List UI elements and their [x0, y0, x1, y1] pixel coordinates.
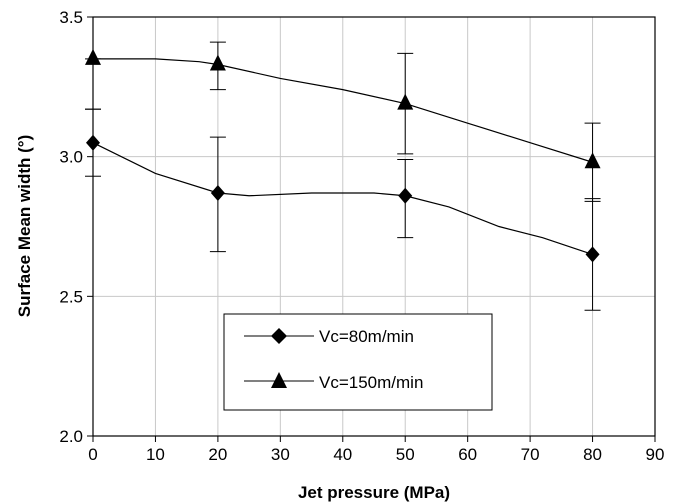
x-axis-title: Jet pressure (MPa) — [298, 483, 450, 502]
x-tick-label: 10 — [146, 445, 165, 464]
data-point-diamond — [86, 134, 100, 151]
series-vc150 — [85, 41, 601, 202]
legend-diamond-marker — [271, 328, 287, 344]
legend-box — [223, 313, 493, 411]
y-tick-label: 3.5 — [59, 8, 83, 27]
y-tick-label: 3.0 — [59, 148, 83, 167]
data-point-triangle — [584, 152, 601, 169]
y-tick-label: 2.5 — [59, 287, 83, 306]
data-point-triangle — [397, 93, 414, 110]
legend: Vc=80m/min Vc=150m/min — [223, 313, 493, 411]
x-tick-label: 60 — [458, 445, 477, 464]
x-tick-label: 90 — [646, 445, 665, 464]
x-tick-label: 80 — [583, 445, 602, 464]
data-point-triangle — [209, 54, 226, 71]
x-tick-label: 40 — [333, 445, 352, 464]
data-point-diamond — [398, 187, 413, 204]
data-point-diamond — [210, 184, 225, 201]
series-layer — [85, 41, 601, 311]
y-axis-title: Surface Mean width (°) — [15, 135, 34, 317]
x-tick-label: 30 — [271, 445, 290, 464]
series-vc80 — [85, 108, 601, 311]
legend-label-vc80: Vc=80m/min — [319, 327, 414, 346]
x-tick-label: 20 — [208, 445, 227, 464]
x-tick-label: 50 — [396, 445, 415, 464]
legend-triangle-marker — [271, 372, 287, 388]
plot-area-frame — [92, 16, 656, 437]
legend-label-vc150: Vc=150m/min — [319, 373, 423, 392]
series-line — [93, 58, 593, 163]
y-tick-label: 2.0 — [59, 427, 83, 446]
data-point-diamond — [585, 246, 600, 263]
data-point-triangle — [85, 48, 101, 65]
x-tick-label: 0 — [88, 445, 97, 464]
axis-ticks: 0 10 20 30 40 50 60 70 80 90 2.0 2.5 3.0 3.5 — [59, 8, 664, 464]
x-tick-label: 70 — [521, 445, 540, 464]
series-line — [92, 142, 593, 255]
